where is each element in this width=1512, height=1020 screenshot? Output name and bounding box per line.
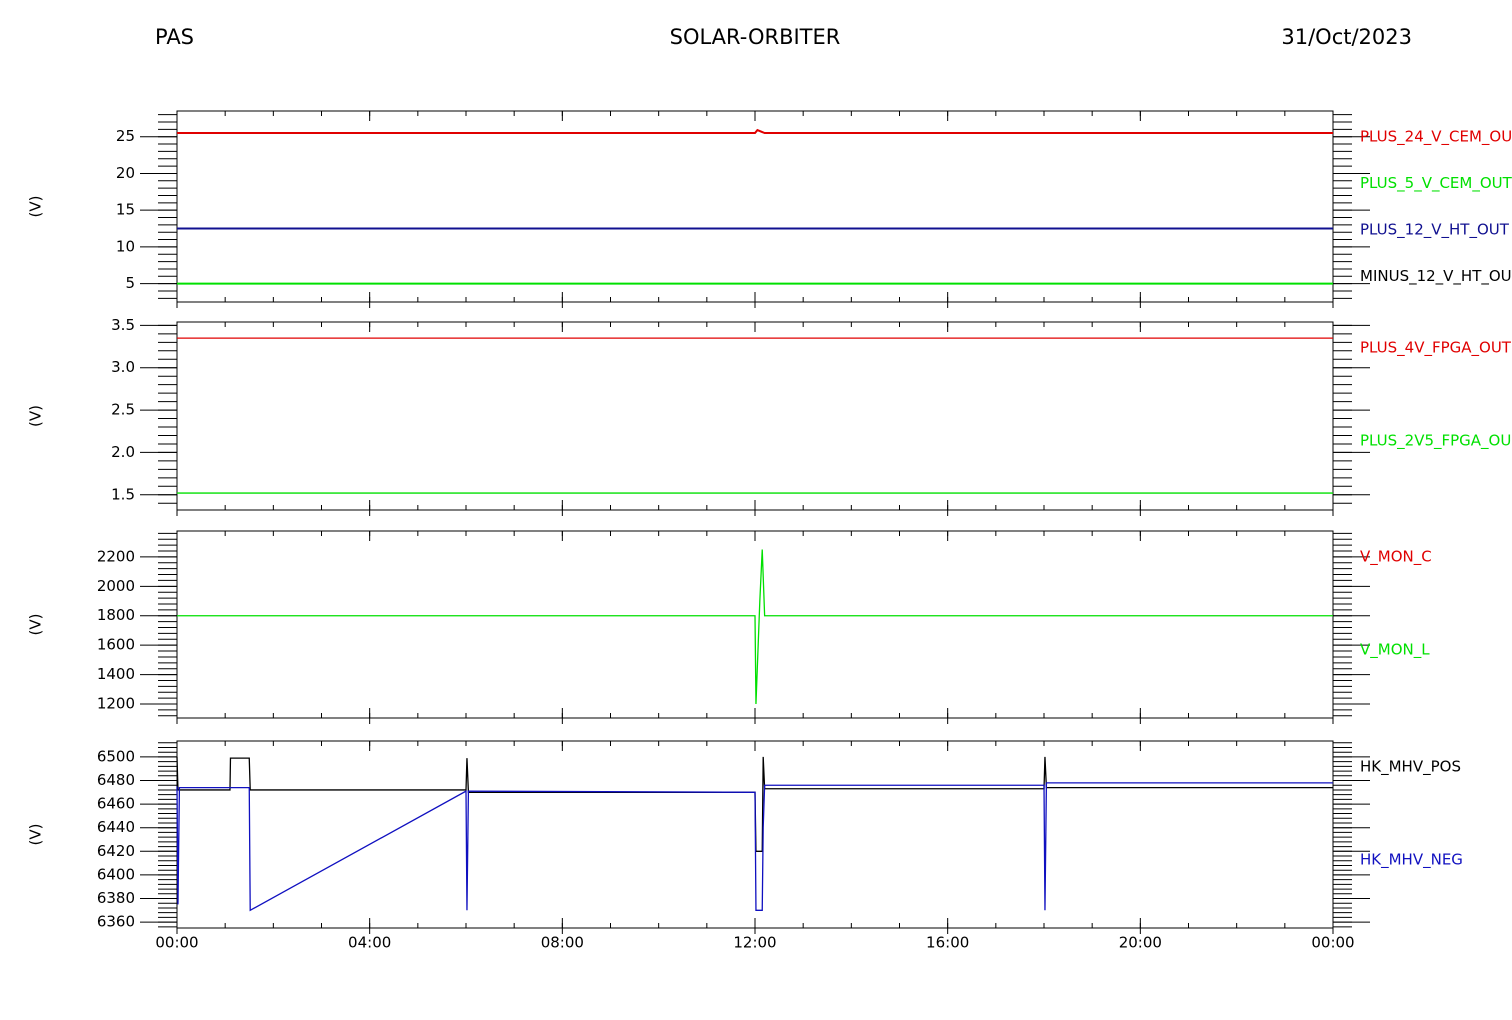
series-line xyxy=(177,128,1333,135)
y-axis-label: (V) xyxy=(27,614,45,636)
y-axis-label: (V) xyxy=(27,824,45,846)
y-tick-label: 15 xyxy=(116,201,135,219)
x-tick-label: 00:00 xyxy=(1311,934,1354,952)
y-axis-label: (V) xyxy=(27,196,45,218)
legend-label: PLUS_5_V_CEM_OUT xyxy=(1360,174,1512,193)
plot-frame xyxy=(176,321,1334,511)
y-tick-label: 6500 xyxy=(97,747,135,765)
y-tick-label: 2200 xyxy=(97,547,135,565)
y-tick-label: 1600 xyxy=(97,636,135,654)
y-tick-label: 20 xyxy=(116,164,135,182)
date-label: 31/Oct/2023 xyxy=(1281,25,1412,49)
y-tick-label: 2.5 xyxy=(111,401,135,419)
x-tick-label: 04:00 xyxy=(348,934,391,952)
y-tick-label: 3.0 xyxy=(111,358,135,376)
y-tick-label: 2.0 xyxy=(111,443,135,461)
y-tick-label: 2000 xyxy=(97,577,135,595)
legend-label: MINUS_12_V_HT_OU xyxy=(1360,267,1512,286)
y-tick-label: 1200 xyxy=(97,695,135,713)
legend-label: PLUS_12_V_HT_OUT xyxy=(1360,221,1510,240)
legend-label: PLUS_2V5_FPGA_OU xyxy=(1360,432,1511,451)
y-tick-label: 10 xyxy=(116,237,135,255)
plot-frame xyxy=(176,110,1334,303)
x-tick-label: 08:00 xyxy=(541,934,584,952)
y-tick-label: 25 xyxy=(116,127,135,145)
legend-label: V_MON_C xyxy=(1360,548,1432,567)
y-tick-label: 6480 xyxy=(97,771,135,789)
y-tick-label: 6380 xyxy=(97,889,135,907)
x-tick-label: 12:00 xyxy=(733,934,776,952)
x-tick-label: 20:00 xyxy=(1119,934,1162,952)
y-tick-label: 6460 xyxy=(97,795,135,813)
legend-label: V_MON_L xyxy=(1360,641,1430,660)
y-tick-label: 3.5 xyxy=(111,316,135,334)
legend-label: PLUS_4V_FPGA_OUT xyxy=(1360,339,1512,358)
instrument-label: PAS xyxy=(155,25,194,49)
y-tick-label: 6360 xyxy=(97,913,135,931)
mission-title: SOLAR-ORBITER xyxy=(670,25,841,49)
y-tick-label: 1.5 xyxy=(111,485,135,503)
x-tick-label: 00:00 xyxy=(155,934,198,952)
y-axis-label: (V) xyxy=(27,405,45,427)
series-line xyxy=(176,782,1333,912)
y-tick-label: 6400 xyxy=(97,865,135,883)
x-tick-label: 16:00 xyxy=(926,934,969,952)
y-tick-label: 6420 xyxy=(97,842,135,860)
y-tick-label: 5 xyxy=(125,274,135,292)
legend-label: HK_MHV_POS xyxy=(1360,758,1461,777)
y-tick-label: 1800 xyxy=(97,606,135,624)
legend-label: HK_MHV_NEG xyxy=(1360,851,1463,870)
series-line xyxy=(177,549,1333,705)
y-tick-label: 6440 xyxy=(97,818,135,836)
legend-label: PLUS_24_V_CEM_OU xyxy=(1360,128,1512,147)
y-tick-label: 1400 xyxy=(97,665,135,683)
